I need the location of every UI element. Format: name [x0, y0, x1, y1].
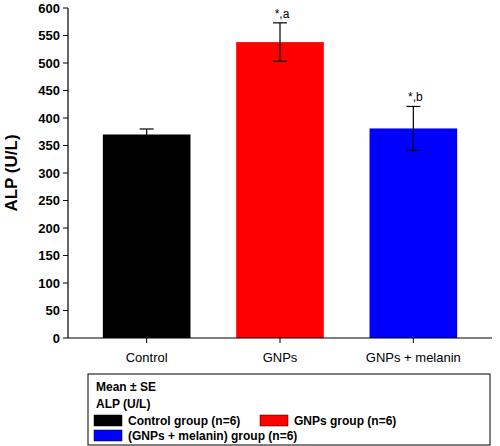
y-tick-label: 100 — [38, 276, 60, 291]
error-cap — [140, 139, 154, 140]
x-axis — [68, 337, 492, 338]
legend-label: GNPs group (n=6) — [294, 414, 396, 428]
x-tick — [146, 338, 147, 343]
y-axis-label: ALP (U/L) — [2, 134, 21, 211]
y-tick-label: 150 — [38, 248, 60, 263]
legend-swatch — [94, 430, 122, 441]
y-tick-label: 400 — [38, 111, 60, 126]
y-tick — [63, 283, 68, 284]
x-tick-label: Control — [126, 350, 168, 365]
error-cap — [406, 106, 420, 107]
bars — [103, 23, 457, 338]
bar — [236, 42, 324, 338]
error-cap — [273, 22, 287, 23]
error-cap — [140, 128, 154, 129]
legend: Mean ± SE ALP (U/L) Control group (n=6) GNP… — [88, 374, 490, 445]
y-tick-label: 500 — [38, 56, 60, 71]
y-tick — [63, 8, 68, 9]
annotation: *,b — [408, 90, 423, 104]
bar — [103, 135, 191, 339]
error-bar — [140, 129, 154, 140]
y-tick-label: 0 — [53, 331, 60, 346]
annotation: *,a — [275, 7, 290, 21]
y-tick-label: 550 — [38, 28, 60, 43]
y-tick — [63, 35, 68, 36]
chart: Control GNPs GNPs + melanin *,a *,b 0 50 100 150… — [0, 0, 500, 446]
y-tick-label: 250 — [38, 193, 60, 208]
y-tick — [63, 200, 68, 201]
y-tick — [63, 90, 68, 91]
y-tick-label: 50 — [46, 303, 60, 318]
y-tick — [63, 228, 68, 229]
y-tick-label: 300 — [38, 166, 60, 181]
legend-title: Mean ± SE — [96, 380, 156, 394]
legend-label: Control group (n=6) — [128, 414, 240, 428]
x-tick-label: GNPs + melanin — [366, 350, 461, 365]
error-bar — [273, 23, 287, 62]
legend-swatch — [260, 415, 288, 426]
y-tick — [63, 338, 68, 339]
y-tick — [63, 255, 68, 256]
x-tick — [280, 338, 281, 343]
y-tick — [63, 145, 68, 146]
y-tick — [63, 118, 68, 119]
y-tick — [63, 63, 68, 64]
legend-label: (GNPs + melanin) group (n=6) — [128, 429, 297, 443]
error-line — [146, 129, 147, 140]
error-line — [413, 106, 414, 150]
y-tick-label: 450 — [38, 83, 60, 98]
legend-box — [88, 374, 490, 445]
y-tick-label: 200 — [38, 221, 60, 236]
error-cap — [273, 61, 287, 62]
x-tick — [413, 338, 414, 343]
bar — [370, 128, 458, 338]
legend-swatch — [94, 415, 122, 426]
legend-subtitle: ALP (U/L) — [96, 397, 150, 411]
error-line — [279, 23, 280, 62]
error-cap — [406, 150, 420, 151]
chart-container: Control GNPs GNPs + melanin *,a *,b 0 50 100 150… — [0, 0, 500, 446]
y-tick-label: 350 — [38, 138, 60, 153]
error-bar — [406, 106, 420, 150]
x-tick-label: GNPs — [263, 350, 298, 365]
y-tick-label: 600 — [38, 1, 60, 16]
y-tick — [63, 310, 68, 311]
y-tick — [63, 173, 68, 174]
